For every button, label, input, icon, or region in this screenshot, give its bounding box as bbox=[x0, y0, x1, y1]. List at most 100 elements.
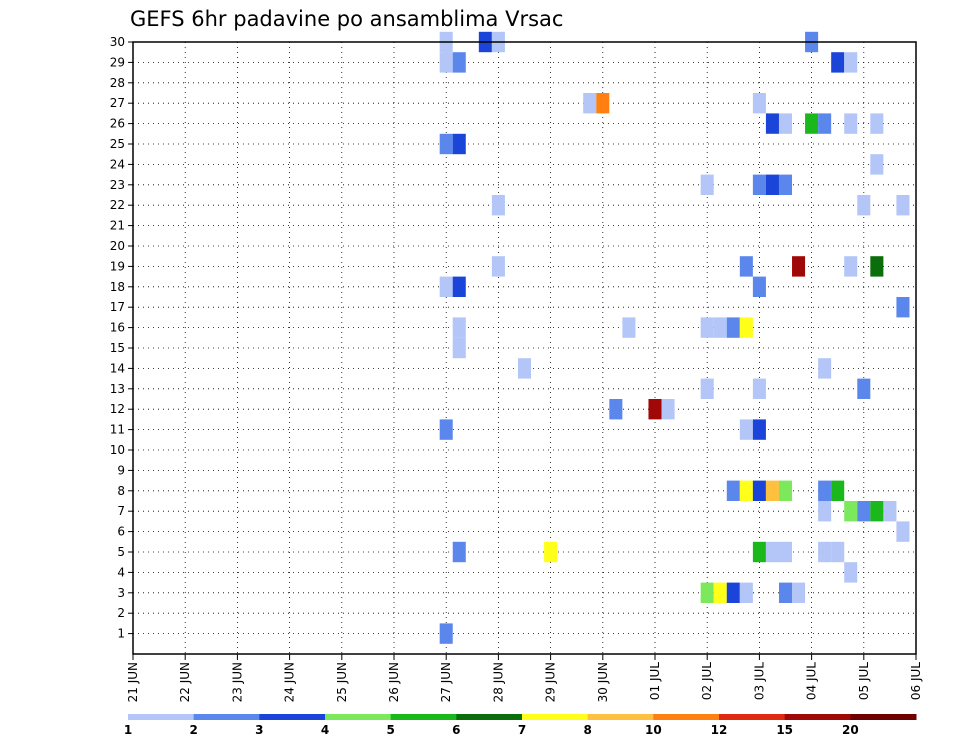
y-tick-label: 12 bbox=[110, 402, 125, 416]
colorbar-label: 1 bbox=[124, 723, 132, 737]
x-tick-label: 27 JUN bbox=[439, 662, 453, 702]
precip-cell bbox=[818, 480, 832, 501]
colorbar-label: 3 bbox=[255, 723, 263, 737]
x-tick-label: 01 JUL bbox=[648, 662, 662, 700]
precip-cell bbox=[452, 337, 466, 359]
y-tick-label: 19 bbox=[110, 259, 125, 273]
precip-cell bbox=[883, 501, 897, 522]
colorbar-segment bbox=[128, 714, 195, 720]
colorbar-segment bbox=[587, 714, 654, 720]
y-tick-label: 16 bbox=[110, 321, 125, 335]
precip-cell bbox=[452, 541, 466, 563]
precip-cell bbox=[700, 582, 714, 603]
precip-cell bbox=[739, 480, 753, 501]
precip-cell bbox=[896, 521, 910, 542]
y-tick-label: 28 bbox=[110, 76, 125, 90]
precip-cell bbox=[844, 113, 858, 134]
precip-cell bbox=[778, 582, 793, 603]
precip-cell bbox=[726, 480, 740, 501]
y-tick-label: 9 bbox=[117, 463, 125, 477]
precip-cell bbox=[778, 174, 793, 195]
precip-cell bbox=[792, 256, 806, 277]
precip-cell bbox=[896, 195, 910, 216]
y-tick-label: 27 bbox=[110, 96, 125, 110]
colorbar-label: 6 bbox=[452, 723, 460, 737]
y-tick-label: 22 bbox=[110, 198, 125, 212]
precip-cell bbox=[752, 541, 766, 563]
y-tick-label: 29 bbox=[110, 55, 125, 69]
precip-cell bbox=[452, 276, 466, 297]
y-tick-label: 15 bbox=[110, 341, 125, 355]
precip-cell bbox=[648, 399, 662, 420]
precip-cell bbox=[818, 541, 832, 563]
colorbar-segment bbox=[193, 714, 260, 720]
colorbar-segment bbox=[653, 714, 720, 720]
precip-cell bbox=[792, 582, 806, 603]
x-tick-label: 21 JUN bbox=[126, 662, 140, 702]
colorbar-label: 8 bbox=[583, 723, 591, 737]
precip-cell bbox=[844, 52, 858, 73]
colorbar-segment bbox=[522, 714, 589, 720]
y-tick-label: 21 bbox=[110, 219, 125, 233]
colorbar-segment bbox=[850, 714, 917, 720]
precip-cell bbox=[739, 317, 753, 338]
precip-cell bbox=[831, 52, 845, 73]
precip-cell bbox=[844, 562, 858, 583]
precip-cell bbox=[778, 541, 793, 563]
x-tick-label: 29 JUN bbox=[544, 662, 558, 702]
colorbar-label: 7 bbox=[518, 723, 526, 737]
precip-cell bbox=[700, 174, 714, 195]
y-tick-label: 1 bbox=[117, 627, 125, 641]
precip-cell bbox=[726, 582, 740, 603]
grid bbox=[133, 42, 916, 654]
precip-cell bbox=[491, 256, 505, 277]
precip-cell bbox=[752, 93, 766, 114]
x-tick-label: 05 JUL bbox=[857, 662, 871, 700]
x-tick-label: 23 JUN bbox=[230, 662, 244, 702]
y-tick-label: 20 bbox=[110, 239, 125, 253]
precip-cell bbox=[700, 317, 714, 338]
y-axis-ticks: 1234567891011121314151617181920212223242… bbox=[110, 35, 133, 641]
precip-cell bbox=[870, 501, 884, 522]
colorbar-label: 15 bbox=[776, 723, 793, 737]
y-tick-label: 2 bbox=[117, 606, 125, 620]
y-tick-label: 11 bbox=[110, 423, 125, 437]
precip-cell bbox=[439, 419, 453, 440]
x-tick-label: 24 JUN bbox=[283, 662, 297, 702]
precip-cell bbox=[739, 256, 753, 277]
colorbar-label: 10 bbox=[645, 723, 662, 737]
precip-cell bbox=[452, 317, 466, 338]
precip-cell bbox=[857, 378, 871, 399]
precip-cell bbox=[713, 582, 727, 603]
y-tick-label: 25 bbox=[110, 137, 125, 151]
precip-cell bbox=[831, 541, 845, 563]
x-tick-label: 02 JUL bbox=[700, 662, 714, 700]
precip-cell bbox=[739, 582, 753, 603]
y-tick-label: 5 bbox=[117, 545, 125, 559]
x-tick-label: 26 JUN bbox=[387, 662, 401, 702]
precip-cell bbox=[583, 93, 597, 114]
y-tick-label: 14 bbox=[110, 361, 125, 375]
x-tick-label: 28 JUN bbox=[491, 662, 505, 702]
precip-cell bbox=[778, 113, 793, 134]
data-cells bbox=[439, 31, 910, 644]
precip-cell bbox=[844, 501, 858, 522]
precip-cell bbox=[818, 113, 832, 134]
y-tick-label: 3 bbox=[117, 586, 125, 600]
y-tick-label: 6 bbox=[117, 525, 125, 539]
y-tick-label: 8 bbox=[117, 484, 125, 498]
precip-cell bbox=[870, 256, 884, 277]
precip-cell bbox=[752, 276, 766, 297]
colorbar-label: 5 bbox=[386, 723, 394, 737]
x-tick-label: 04 JUL bbox=[805, 662, 819, 700]
precip-cell bbox=[596, 93, 610, 114]
colorbar-segment bbox=[259, 714, 326, 720]
precip-cell bbox=[609, 399, 623, 420]
precip-cell bbox=[805, 113, 819, 134]
precip-cell bbox=[491, 195, 505, 216]
colorbar-segment bbox=[719, 714, 786, 720]
precip-cell bbox=[870, 113, 884, 134]
x-axis-ticks: 21 JUN 22 JUN 23 JUN 24 JUN 25 JUN 26 JUN 27 J… bbox=[126, 654, 923, 702]
x-tick-label: 30 JUN bbox=[596, 662, 610, 702]
